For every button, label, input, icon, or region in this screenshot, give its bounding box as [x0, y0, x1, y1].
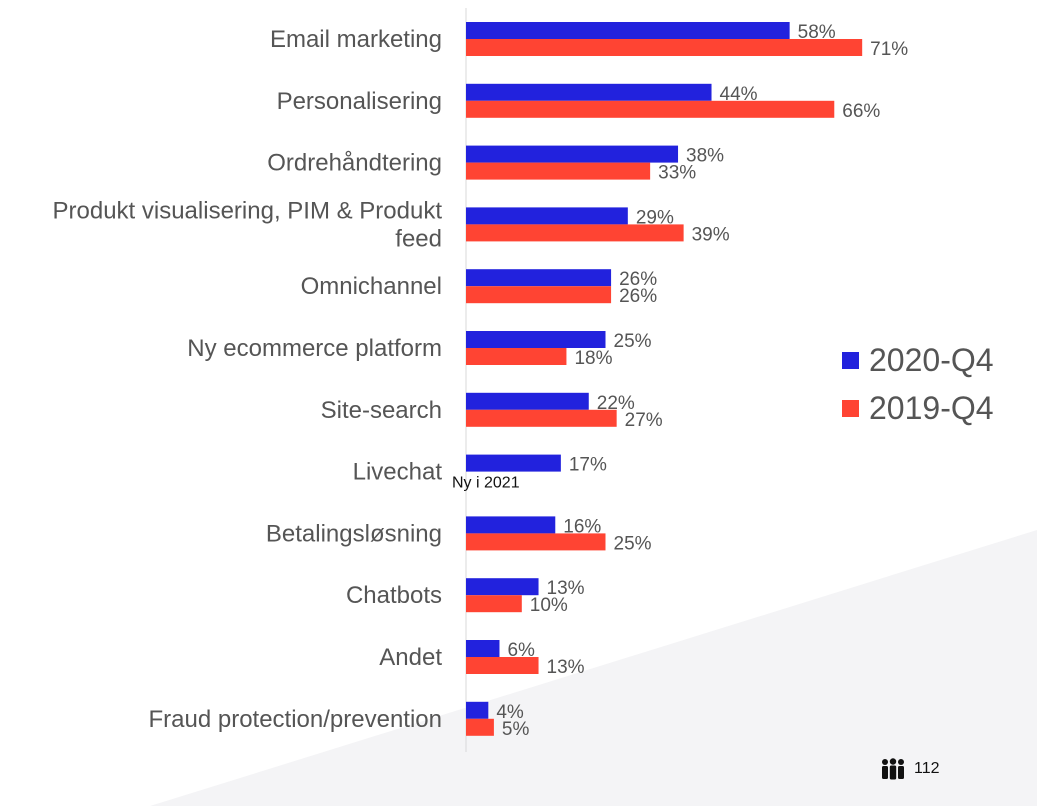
data-label-2019-q4-8: 25% — [614, 533, 652, 554]
bar-2020-q4-10 — [466, 640, 500, 657]
bar-2019-q4-11 — [466, 718, 494, 736]
bar-2019-q4-4 — [466, 286, 612, 304]
bar-2020-q4-4 — [466, 269, 612, 287]
bar-2020-q4-6 — [466, 392, 589, 410]
legend-swatch-2020-q4 — [842, 351, 859, 369]
respondent-count: 112 — [880, 758, 940, 780]
data-label-2020-q4-5: 25% — [614, 331, 652, 352]
bar-2020-q4-5 — [466, 331, 606, 348]
category-label-8: Betalingsløsning — [266, 520, 442, 547]
bar-2019-q4-9 — [466, 595, 522, 613]
bar-2020-q4-11 — [466, 701, 489, 719]
bar-2020-q4-8 — [466, 516, 556, 534]
data-label-2020-q4-4: 26% — [619, 269, 657, 290]
data-label-2020-q4-1: 44% — [720, 84, 758, 105]
data-label-2019-q4-5: 18% — [574, 348, 612, 369]
legend-swatch-2019-q4 — [842, 399, 859, 417]
data-label-2019-q4-1: 66% — [842, 101, 880, 122]
chart-legend: 2020-Q4 2019-Q4 — [842, 336, 994, 432]
data-label-2020-q4-2: 38% — [686, 146, 724, 167]
bar-2019-q4-2 — [466, 162, 651, 180]
legend-label-2019-q4: 2019-Q4 — [869, 389, 994, 426]
data-label-2019-q4-9: 10% — [530, 595, 568, 616]
bar-2019-q4-0 — [466, 39, 863, 56]
bar-2020-q4-7 — [466, 454, 561, 472]
bar-2020-q4-2 — [466, 145, 679, 163]
bar-2020-q4-3 — [466, 207, 628, 225]
data-label-2020-q4-0: 58% — [798, 22, 836, 43]
bar-2019-q4-1 — [466, 100, 835, 118]
category-label-4: Omnichannel — [301, 273, 442, 300]
data-label-2019-q4-0: 71% — [870, 39, 908, 60]
data-label-2020-q4-10: 6% — [507, 640, 535, 661]
category-label-3-line-0: Produkt visualisering, PIM & Produkt — [53, 197, 443, 224]
category-label-11: Fraud protection/prevention — [148, 706, 442, 733]
data-label-2020-q4-11: 4% — [496, 702, 524, 723]
people-icon — [882, 758, 904, 780]
category-label-7: Livechat — [353, 459, 443, 486]
category-label-2: Ordrehåndtering — [267, 150, 442, 177]
category-label-3-line-1: feed — [395, 225, 442, 252]
legend-item-2019-q4: 2019-Q4 — [842, 384, 994, 432]
data-label-2020-q4-7: 17% — [569, 455, 607, 476]
data-label-2020-q4-9: 13% — [547, 578, 585, 599]
category-label-5: Ny ecommerce platform — [187, 335, 442, 362]
bar-2019-q4-8 — [466, 533, 606, 551]
legend-item-2020-q4: 2020-Q4 — [842, 336, 994, 384]
category-label-9: Chatbots — [346, 582, 442, 609]
legend-label-2020-q4: 2020-Q4 — [869, 341, 994, 378]
data-label-2019-q4-3: 39% — [692, 224, 730, 245]
category-label-1: Personalisering — [277, 88, 442, 115]
bar-2020-q4-1 — [466, 83, 712, 101]
annotation-note-0: Ny i 2021 — [452, 475, 520, 492]
category-label-0: Email marketing — [270, 26, 442, 53]
bar-2020-q4-9 — [466, 578, 539, 596]
bar-2020-q4-0 — [466, 22, 790, 39]
category-label-10: Andet — [379, 644, 442, 671]
bar-2019-q4-3 — [466, 224, 684, 242]
data-label-2019-q4-4: 26% — [619, 286, 657, 307]
bar-2019-q4-5 — [466, 348, 567, 365]
data-label-2020-q4-8: 16% — [563, 516, 601, 537]
data-label-2020-q4-3: 29% — [636, 207, 674, 228]
category-label-6: Site-search — [321, 397, 442, 424]
bar-2019-q4-10 — [466, 657, 539, 674]
data-label-2019-q4-6: 27% — [625, 410, 663, 431]
data-label-2020-q4-6: 22% — [597, 393, 635, 414]
data-label-2019-q4-11: 5% — [502, 719, 530, 740]
bar-2019-q4-6 — [466, 409, 617, 427]
data-label-2019-q4-10: 13% — [547, 657, 585, 678]
respondent-count-value: 112 — [914, 760, 940, 777]
data-label-2019-q4-2: 33% — [658, 163, 696, 184]
